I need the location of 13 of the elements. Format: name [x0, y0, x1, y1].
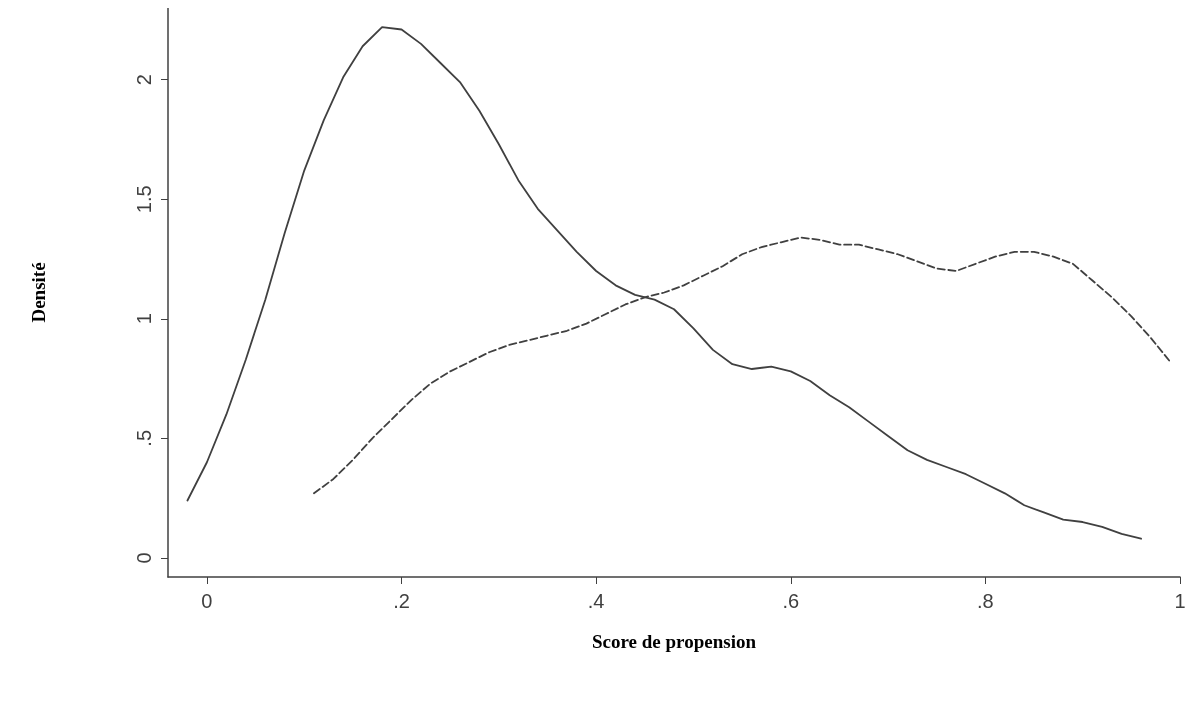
- x-tick-label: .8: [977, 590, 994, 612]
- y-tick-label: 1: [133, 313, 155, 325]
- y-tick-label: 0: [133, 552, 155, 564]
- x-tick-label: .6: [782, 590, 800, 612]
- x-axis-title: Score de propension: [592, 631, 757, 652]
- x-tick-label: .2: [393, 590, 410, 612]
- y-tick-label: 2: [133, 74, 155, 86]
- x-tick-label: .4: [587, 590, 605, 612]
- x-tick-label: 1: [1174, 590, 1186, 612]
- y-tick-label: .5: [133, 429, 155, 447]
- x-tick-label: 0: [201, 590, 213, 612]
- y-axis-title: Densité: [28, 262, 49, 323]
- y-tick-label: 1.5: [133, 185, 155, 214]
